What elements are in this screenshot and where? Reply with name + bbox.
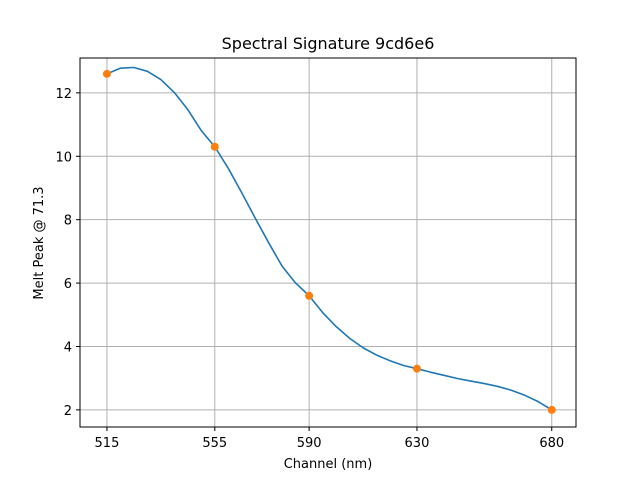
data-point	[102, 69, 111, 78]
x-axis-ticks: 515 555 590 630 680	[95, 427, 564, 451]
series-line	[106, 66, 553, 411]
y-axis-label: Melt Peak @ 71.3	[32, 186, 47, 299]
data-point	[412, 364, 421, 373]
y-tick-label: 4	[64, 340, 72, 355]
data-point	[210, 142, 219, 151]
y-tick-label: 2	[64, 404, 72, 419]
y-tick-label: 12	[55, 87, 72, 102]
x-tick-label: 680	[539, 436, 564, 451]
plot-frame	[79, 57, 577, 428]
x-axis-label: Channel (nm)	[284, 457, 373, 472]
x-tick-label: 555	[202, 436, 227, 451]
x-tick-label: 515	[95, 436, 120, 451]
x-tick-label: 590	[297, 436, 322, 451]
plot-series	[102, 66, 556, 414]
y-tick-label: 8	[64, 214, 72, 229]
y-axis-ticks: 2 4 6 8 10 12	[55, 87, 80, 419]
y-tick-label: 10	[55, 150, 72, 165]
grid-lines	[80, 58, 576, 427]
x-tick-label: 630	[405, 436, 430, 451]
chart-title: Spectral Signature 9cd6e6	[222, 34, 435, 53]
data-point	[547, 405, 556, 414]
data-point	[305, 291, 314, 300]
y-tick-label: 6	[64, 277, 72, 292]
